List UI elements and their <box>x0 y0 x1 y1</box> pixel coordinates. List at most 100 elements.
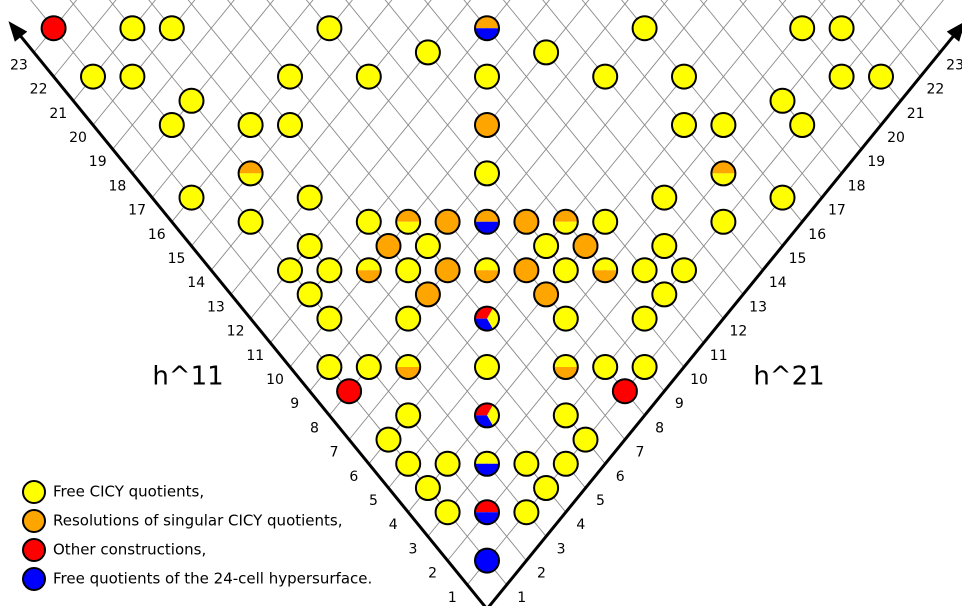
point <box>434 208 461 235</box>
point-fill <box>475 355 499 379</box>
point-fill <box>829 64 854 89</box>
point-outline <box>533 233 560 259</box>
point-outline <box>414 281 441 308</box>
point-outline <box>237 112 264 138</box>
point-outline <box>474 63 500 90</box>
point <box>631 305 658 332</box>
point-fill <box>317 258 342 283</box>
grid-line <box>227 0 606 465</box>
point <box>296 233 323 259</box>
point-outline <box>474 547 500 574</box>
point <box>769 184 796 211</box>
point-outline <box>474 15 500 42</box>
y-tick-label: 3 <box>557 541 566 557</box>
point-outline <box>316 15 343 42</box>
grid-line <box>269 0 550 344</box>
point-segment <box>475 512 500 525</box>
point-fill <box>415 40 440 65</box>
point <box>395 208 422 235</box>
legend-marker <box>22 480 46 504</box>
point-outline <box>237 208 264 235</box>
point-outline <box>631 354 658 380</box>
point-outline <box>414 39 441 66</box>
point-segment <box>475 270 500 283</box>
point-outline <box>868 63 894 90</box>
point <box>474 15 500 42</box>
point <box>552 257 579 284</box>
point-fill <box>573 234 598 258</box>
point <box>375 233 402 259</box>
point-fill <box>514 451 539 476</box>
x-tick-label: 19 <box>89 154 107 170</box>
grid-line <box>329 0 669 416</box>
point-outline <box>631 15 658 42</box>
point-fill <box>790 113 815 137</box>
point-outline <box>769 87 796 114</box>
y-tick-label: 11 <box>710 348 728 364</box>
point <box>789 112 816 138</box>
grid-line <box>191 0 393 247</box>
point-segment <box>593 258 618 271</box>
point <box>355 354 382 380</box>
x-tick-label: 4 <box>389 517 398 533</box>
point-fill <box>514 258 539 283</box>
point-fill <box>435 258 460 283</box>
point <box>277 112 303 138</box>
y-tick-label: 22 <box>926 82 944 98</box>
point-outline <box>237 160 264 187</box>
point-outline <box>474 160 500 187</box>
point <box>296 184 323 211</box>
grid-line <box>463 0 724 319</box>
point <box>533 281 560 308</box>
point-fill <box>612 379 637 404</box>
point <box>592 354 619 380</box>
grid-line <box>581 0 783 247</box>
y-tick-label: 18 <box>848 178 866 194</box>
point <box>513 208 540 235</box>
point-outline <box>474 305 500 332</box>
point-segment <box>711 161 736 174</box>
point-outline <box>513 257 540 284</box>
point-fill <box>297 234 322 258</box>
legend-label: Other constructions, <box>53 541 206 559</box>
point-outline <box>355 63 382 90</box>
point-outline <box>375 233 402 259</box>
point-outline <box>395 450 422 477</box>
y-axis-title: h^21 <box>753 362 824 392</box>
point-fill <box>652 282 677 307</box>
y-tick-label: 14 <box>769 275 787 291</box>
legend-label: Resolutions of singular CICY quotients, <box>53 512 343 530</box>
point-segment <box>553 355 578 367</box>
x-tick-label: 11 <box>246 348 264 364</box>
y-tick-label: 19 <box>867 154 885 170</box>
point-fill <box>790 16 815 41</box>
point <box>828 15 855 42</box>
point-outline <box>434 450 461 477</box>
point-fill <box>475 64 499 89</box>
point-segment <box>356 258 381 271</box>
point-outline <box>552 305 579 332</box>
point <box>592 63 619 90</box>
x-tick-label: 16 <box>148 227 166 243</box>
point-outline <box>631 305 658 332</box>
point-fill <box>396 403 421 428</box>
point-outline <box>789 15 816 42</box>
point-segment <box>396 367 421 379</box>
point-fill <box>120 16 145 41</box>
point-outline <box>178 184 205 211</box>
grid-line <box>289 0 590 368</box>
point-fill <box>179 88 204 113</box>
point-fill <box>514 209 539 234</box>
point-outline <box>552 257 579 284</box>
point-fill <box>672 258 696 283</box>
point <box>158 112 185 138</box>
point <box>434 499 461 526</box>
grid-line <box>818 0 902 102</box>
point-fill <box>337 379 362 404</box>
x-tick-label: 5 <box>369 493 378 509</box>
point-outline <box>395 257 422 284</box>
y-tick-label: 23 <box>946 57 962 73</box>
point-fill <box>770 88 795 113</box>
point-segment <box>238 161 263 174</box>
point-fill <box>159 113 184 137</box>
